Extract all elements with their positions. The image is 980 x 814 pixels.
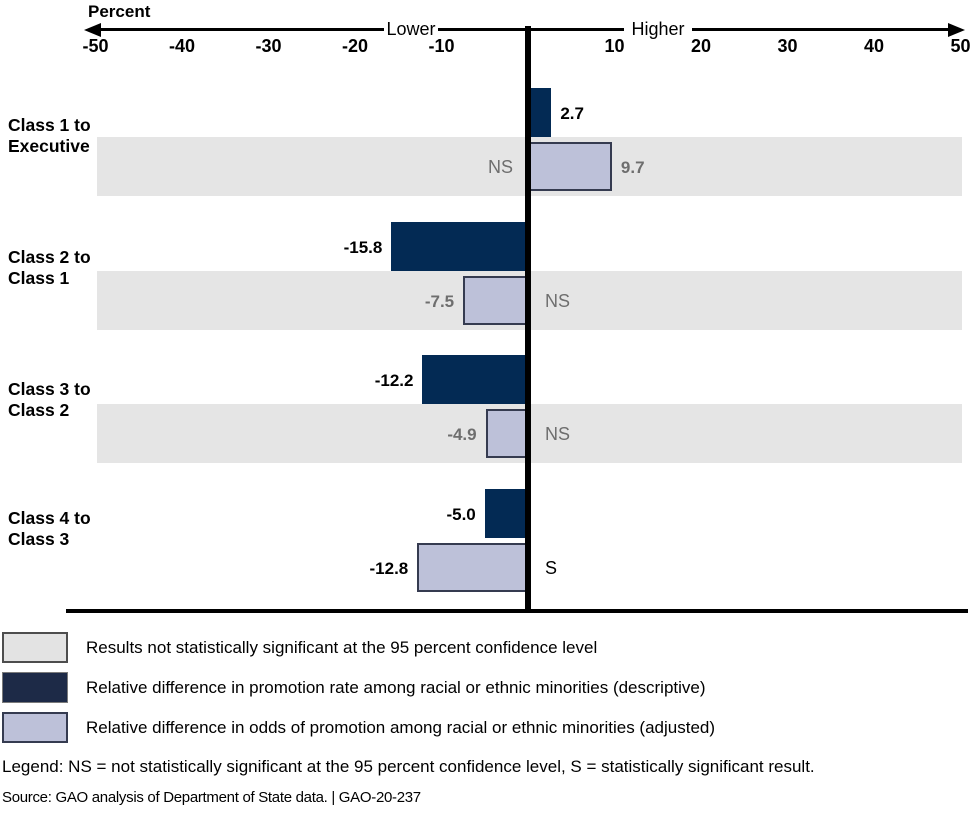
axis-title: Percent [88, 2, 151, 21]
axis-arrow-line [96, 28, 384, 31]
adjusted-value-label: -12.8 [369, 558, 409, 578]
legend-swatch-adjusted [2, 712, 68, 743]
legend-item-not-significant: Results not statistically significant at… [2, 632, 597, 663]
adjusted-bar [463, 276, 528, 325]
zero-baseline [525, 26, 531, 613]
legend-item-descriptive: Relative difference in promotion rate am… [2, 672, 706, 703]
adjusted-value-label: 9.7 [620, 157, 645, 177]
axis-tick-label: 40 [863, 36, 885, 56]
category-label: Class 3 to Class 2 [8, 379, 91, 421]
adjusted-value-label: -4.9 [447, 424, 477, 444]
category-label-line: Class 2 to [8, 247, 91, 267]
legend-label: Relative difference in odds of promotion… [86, 717, 716, 737]
legend-swatch-descriptive [2, 672, 68, 703]
descriptive-bar [484, 489, 528, 538]
category-label-line: Class 3 [8, 529, 70, 549]
right-arrowhead-icon [948, 23, 965, 37]
adjusted-value-label: -7.5 [424, 291, 455, 311]
descriptive-bar [528, 88, 552, 137]
category-label: Class 1 to Executive [8, 115, 91, 157]
axis-tick-label: 50 [950, 36, 971, 56]
significance-label: NS [487, 156, 513, 177]
category-label-line: Class 2 [8, 400, 70, 420]
significance-label: S [545, 557, 558, 578]
category-label-line: Class 1 [8, 268, 70, 288]
category-label-line: Class 4 to [8, 508, 91, 528]
legend-note: Legend: NS = not statistically significa… [2, 757, 815, 776]
significance-label: NS [545, 290, 571, 311]
category-label-line: Executive [8, 136, 90, 156]
category-label: Class 2 to Class 1 [8, 247, 91, 289]
legend-label: Relative difference in promotion rate am… [86, 677, 706, 697]
category-label-line: Class 1 to [8, 115, 91, 135]
axis-higher-label: Higher [631, 19, 685, 39]
legend-label: Results not statistically significant at… [86, 637, 598, 657]
source-line: Source: GAO analysis of Department of St… [2, 789, 421, 806]
axis-tick-label: 20 [690, 36, 712, 56]
x-axis-line [66, 609, 968, 613]
axis-tick-label: -30 [255, 36, 282, 56]
axis-tick-label: -20 [341, 36, 368, 56]
descriptive-value-label: -12.2 [374, 370, 414, 390]
axis-tick-label: 30 [777, 36, 798, 56]
adjusted-bar [417, 543, 528, 592]
axis-tick-label: -50 [82, 36, 109, 56]
legend-item-adjusted: Relative difference in odds of promotion… [2, 712, 715, 743]
axis-tick-label: -40 [168, 36, 195, 56]
descriptive-value-label: 2.7 [560, 103, 584, 123]
axis-tick-label: -10 [428, 36, 455, 56]
axis-arrow-line [530, 28, 624, 31]
significance-label: NS [545, 423, 571, 444]
axis-arrow-line [438, 28, 526, 31]
category-label: Class 4 to Class 3 [8, 508, 91, 550]
axis-tick-label: 10 [604, 36, 625, 56]
category-label-line: Class 3 to [8, 379, 91, 399]
adjusted-bar [485, 409, 528, 458]
axis-arrow-line [692, 28, 950, 31]
adjusted-bar [528, 142, 612, 191]
legend-swatch-ns-band [2, 632, 68, 663]
axis-lower-label: Lower [386, 19, 436, 39]
descriptive-bar [422, 355, 528, 404]
descriptive-value-label: -15.8 [343, 237, 383, 257]
descriptive-value-label: -5.0 [446, 504, 476, 524]
descriptive-bar [391, 222, 528, 271]
left-arrowhead-icon [84, 23, 101, 37]
